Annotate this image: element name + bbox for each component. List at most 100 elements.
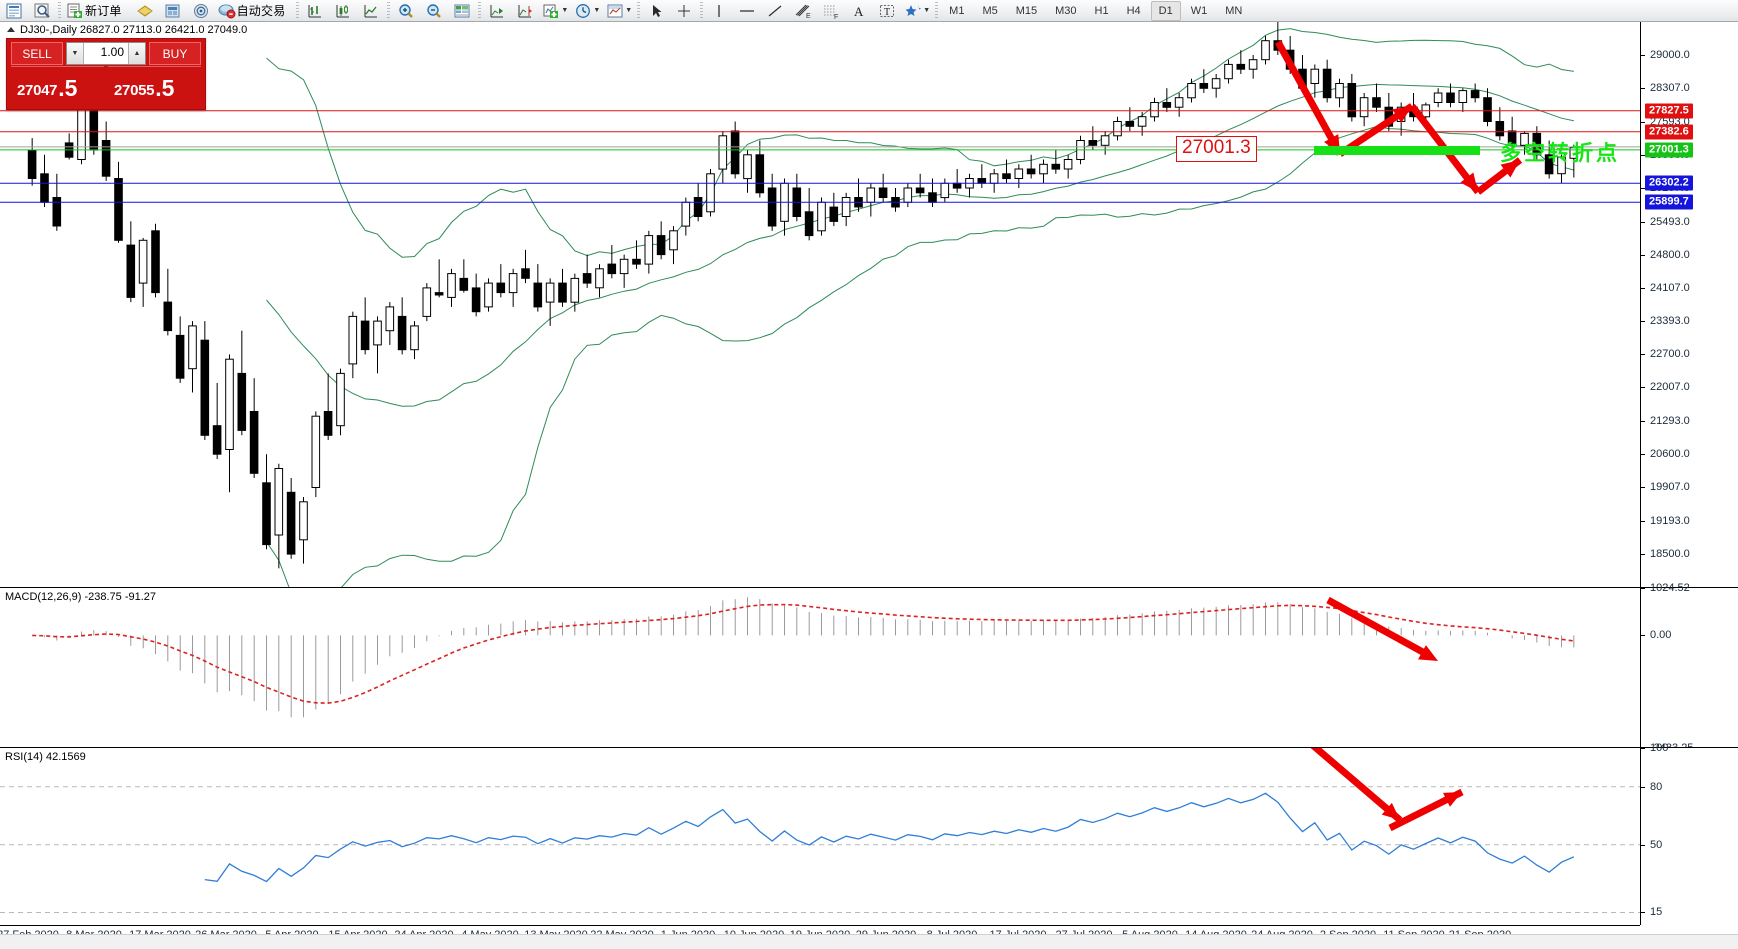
- price-axis[interactable]: 29000.028307.027593.026900.026207.025493…: [1640, 22, 1738, 587]
- axis-tickmark: [1641, 748, 1645, 749]
- axis-tickmark: [1641, 912, 1645, 914]
- chevron-down-icon[interactable]: ▼: [625, 7, 633, 14]
- axis-tickmark: [1641, 588, 1645, 589]
- price-tick-label: 28307.0: [1650, 81, 1690, 94]
- indicators-button[interactable]: ▼: [539, 0, 571, 22]
- price-tick-label: 22007.0: [1650, 381, 1690, 394]
- axis-tickmark: [1641, 121, 1645, 123]
- svg-text:A: A: [854, 4, 864, 19]
- buy-button[interactable]: BUY: [149, 42, 201, 65]
- cursor-icon[interactable]: [643, 0, 669, 22]
- period-m5[interactable]: M5: [982, 4, 998, 17]
- one-click-trading-panel[interactable]: SELL ▼ 1.00 ▲ BUY 27047 .5 27055 .5: [6, 38, 206, 110]
- strategy-tester-icon[interactable]: [160, 0, 186, 22]
- buy-price[interactable]: 27055 .5: [108, 66, 201, 101]
- price-level-tag[interactable]: 27827.5: [1645, 103, 1693, 119]
- sell-button[interactable]: SELL: [11, 42, 63, 65]
- toolbar-separator: [387, 1, 391, 20]
- period-h4[interactable]: H4: [1126, 4, 1141, 17]
- rsi-axis[interactable]: 100 80 50 15: [1640, 742, 1738, 925]
- bar-chart-icon[interactable]: [302, 0, 328, 22]
- horizontal-scrollbar[interactable]: [0, 934, 1738, 949]
- text-icon[interactable]: A: [846, 0, 872, 22]
- period-w1[interactable]: W1: [1190, 4, 1208, 17]
- period-m30[interactable]: M30: [1055, 4, 1077, 17]
- buy-price-decimal: .5: [155, 75, 175, 102]
- sell-price[interactable]: 27047 .5: [11, 66, 104, 101]
- rsi-pane[interactable]: RSI(14) 42.1569 100 80 50 15: [0, 742, 1738, 925]
- axis-tickmark: [1641, 154, 1645, 156]
- axis-tickmark: [1641, 87, 1645, 89]
- collapse-arrow-icon[interactable]: [7, 27, 15, 32]
- autotrading-button[interactable]: 自动交易: [215, 0, 295, 22]
- shapes-button[interactable]: ▼: [901, 0, 933, 22]
- volume-decrease-icon[interactable]: ▼: [67, 43, 84, 64]
- price-tick-label: 19193.0: [1650, 515, 1690, 528]
- volume-stepper[interactable]: ▼ 1.00 ▲: [66, 42, 146, 65]
- toolbar-separator: [478, 1, 482, 20]
- rsi-title: RSI(14) 42.1569: [5, 751, 86, 763]
- axis-tickmark: [1641, 554, 1645, 556]
- terminal-icon[interactable]: [449, 0, 475, 22]
- macd-tick-label: 0.00: [1650, 629, 1672, 642]
- periods-button[interactable]: ▼: [571, 0, 603, 22]
- trendline-icon[interactable]: [762, 0, 788, 22]
- zoom-in-icon[interactable]: [393, 0, 419, 22]
- price-level-tag[interactable]: 26302.2: [1645, 175, 1693, 191]
- fibonacci-icon[interactable]: F: [818, 0, 844, 22]
- price-tick-label: 18500.0: [1650, 548, 1690, 561]
- rsi-tick-label: 100: [1650, 742, 1669, 754]
- svg-text:T: T: [884, 7, 890, 18]
- price-level-tag[interactable]: 25899.7: [1645, 194, 1693, 210]
- expert-advisor-icon[interactable]: [132, 0, 158, 22]
- axis-tickmark: [1641, 844, 1645, 846]
- signals-icon[interactable]: [188, 0, 214, 22]
- crosshair-icon[interactable]: [671, 0, 697, 22]
- chart-area[interactable]: DJ30-,Daily 26827.0 27113.0 26421.0 2704…: [0, 22, 1738, 949]
- axis-tickmark: [1641, 187, 1645, 189]
- period-d1[interactable]: D1: [1150, 0, 1181, 21]
- price-plot: [0, 22, 1640, 587]
- axis-tickmark: [1641, 421, 1645, 423]
- horizontal-line-icon[interactable]: [734, 0, 760, 22]
- new-order-button[interactable]: 新订单: [63, 0, 131, 22]
- rsi-divergence-arrow: [1310, 748, 1464, 832]
- zoom-out-icon[interactable]: [421, 0, 447, 22]
- equidistant-channel-icon[interactable]: E: [790, 0, 816, 22]
- price-tick-label: 20600.0: [1650, 448, 1690, 461]
- chart-shift-icon[interactable]: [512, 0, 538, 22]
- toolbar-separator: [700, 1, 704, 20]
- macd-title: MACD(12,26,9) -238.75 -91.27: [5, 591, 157, 603]
- chevron-down-icon[interactable]: ▼: [561, 7, 569, 14]
- price-tick-label: 21293.0: [1650, 415, 1690, 428]
- price-pane[interactable]: DJ30-,Daily 26827.0 27113.0 26421.0 2704…: [0, 22, 1738, 587]
- chevron-down-icon[interactable]: ▼: [923, 7, 931, 14]
- line-chart-icon[interactable]: [358, 0, 384, 22]
- order-controls: SELL ▼ 1.00 ▲ BUY: [7, 39, 205, 65]
- templates-button[interactable]: ▼: [603, 0, 635, 22]
- period-m1[interactable]: M1: [949, 4, 965, 17]
- market-watch-icon[interactable]: [1, 0, 27, 22]
- period-mn[interactable]: MN: [1225, 4, 1243, 17]
- toolbar-separator: [296, 1, 300, 20]
- volume-increase-icon[interactable]: ▲: [128, 43, 145, 64]
- macd-pane[interactable]: MACD(12,26,9) -238.75 -91.27 1024.52 0.00…: [0, 582, 1738, 754]
- data-window-icon[interactable]: [29, 0, 55, 22]
- macd-axis[interactable]: 1024.520.00-2433.25: [1640, 582, 1738, 754]
- price-level-tag[interactable]: 27382.6: [1645, 124, 1693, 140]
- period-m15[interactable]: M15: [1015, 4, 1038, 17]
- price-annotation-box[interactable]: 27001.3: [1176, 135, 1257, 162]
- period-h1[interactable]: H1: [1094, 4, 1109, 17]
- price-level-tag[interactable]: 27001.3: [1645, 142, 1693, 158]
- auto-scroll-icon[interactable]: [484, 0, 510, 22]
- text-label-icon[interactable]: T: [874, 0, 900, 22]
- turning-point-note: 多空转折点: [1500, 140, 1620, 165]
- chevron-down-icon[interactable]: ▼: [593, 7, 601, 14]
- price-tick-label: 19907.0: [1650, 481, 1690, 494]
- toolbar-separator: [58, 1, 61, 20]
- candle-chart-icon[interactable]: [330, 0, 356, 22]
- volume-value[interactable]: 1.00: [100, 45, 124, 59]
- vertical-line-icon[interactable]: [706, 0, 732, 22]
- axis-tickmark: [1641, 221, 1645, 223]
- axis-tickmark: [1641, 635, 1645, 637]
